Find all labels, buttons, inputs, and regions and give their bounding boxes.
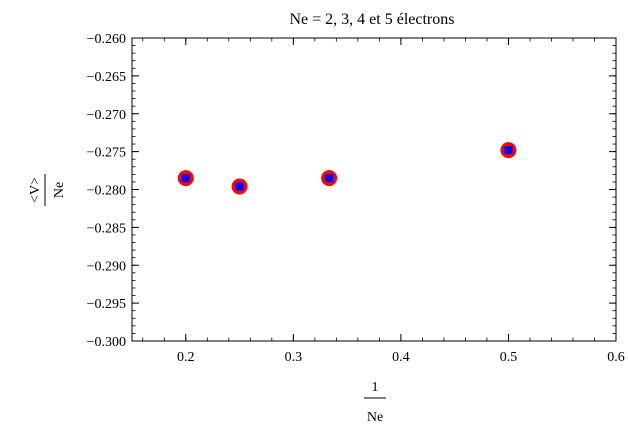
data-point [231, 178, 248, 195]
y-tick-label: −0.290 [87, 259, 126, 274]
x-axis: 0.2 0.3 0.4 0.5 0.6 [142, 38, 625, 365]
y-tick-label: −0.295 [87, 297, 126, 312]
y-axis-label-numerator: <V> [28, 177, 43, 203]
y-axis-label: <V> Ne [28, 174, 67, 206]
point-marker-inner [181, 174, 190, 183]
y-tick-label: −0.300 [87, 335, 126, 350]
point-marker-inner [235, 182, 244, 191]
y-tick-label: −0.285 [87, 221, 126, 236]
y-tick-label: −0.275 [87, 146, 126, 161]
x-tick-label: 0.5 [500, 350, 518, 365]
data-point [321, 170, 338, 187]
x-axis-label-numerator: 1 [372, 380, 379, 395]
y-axis-label-denominator: Ne [52, 182, 67, 198]
plot-frame [131, 37, 617, 342]
x-axis-label: 1 Ne [364, 380, 386, 425]
chart-title: Ne = 2, 3, 4 et 5 électrons [290, 11, 455, 28]
x-tick-label: 0.6 [607, 350, 625, 365]
x-axis-label-denominator: Ne [367, 410, 383, 425]
point-marker-inner [504, 146, 513, 155]
point-marker-inner [325, 174, 334, 183]
y-tick-label: −0.260 [87, 32, 126, 47]
x-tick-label: 0.3 [285, 350, 303, 365]
x-tick-label: 0.2 [177, 350, 195, 365]
y-tick-label: −0.265 [87, 70, 126, 85]
y-tick-label: −0.280 [87, 184, 126, 199]
y-axis: −0.260 −0.265 −0.270 −0.275 −0.280 −0.285 −0.2… [87, 32, 616, 350]
x-tick-label: 0.4 [392, 350, 410, 365]
data-points [177, 142, 517, 195]
data-point [177, 170, 194, 187]
data-point [500, 142, 517, 159]
y-tick-label: −0.270 [87, 108, 126, 123]
